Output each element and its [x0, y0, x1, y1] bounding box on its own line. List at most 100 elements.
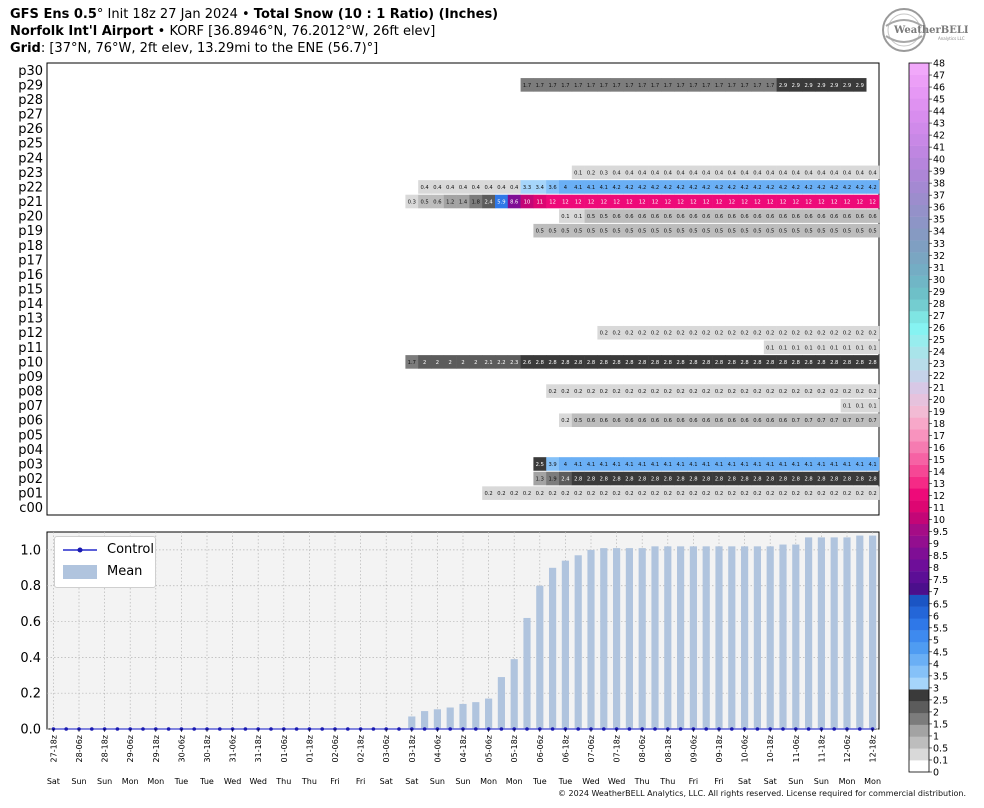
mean-bar	[561, 560, 569, 729]
heatmap-cell	[840, 209, 854, 223]
heatmap-cell	[635, 457, 649, 471]
heatmap-frame	[46, 62, 880, 516]
cell-value: 0.2	[612, 389, 620, 395]
heatmap-cell	[853, 165, 867, 180]
cell-value: 12	[575, 200, 582, 206]
cell-value: 11	[536, 200, 543, 206]
control-line-icon	[63, 547, 97, 552]
heatmap-cell	[827, 78, 841, 92]
day-label: Mon	[864, 777, 881, 786]
heatmap-cell	[648, 384, 662, 398]
mean-bar	[702, 546, 710, 729]
cell-value: 1.7	[548, 83, 556, 89]
heatmap-cell	[456, 355, 470, 369]
heatmap-cell	[853, 384, 867, 398]
heatmap-cell	[687, 384, 701, 398]
colorbar-tick-label: 0.1	[933, 755, 948, 766]
cell-value: 0.2	[843, 389, 851, 395]
colorbar-segment	[909, 452, 929, 465]
cell-value: 0.2	[843, 491, 851, 497]
colorbar-tick-label: 9	[933, 539, 939, 550]
heatmap-cell	[763, 457, 777, 471]
station-info: KORF [36.8946°N, 76.2012°W, 26ft elev]	[169, 24, 436, 39]
heatmap-cell	[546, 78, 560, 92]
heatmap-cell	[699, 209, 713, 223]
heatmap-cell	[559, 194, 573, 209]
cell-value: 0.2	[536, 491, 544, 497]
cell-value: 0.2	[689, 331, 697, 337]
heatmap-cell	[687, 355, 701, 369]
cell-value: 4.2	[804, 185, 812, 191]
heatmap-cell	[763, 384, 777, 398]
heatmap-cell	[635, 194, 649, 209]
cell-value: 4.1	[856, 462, 864, 468]
cell-value: 0.6	[817, 214, 825, 220]
cell-value: 0.6	[676, 418, 684, 424]
heatmap-cell	[699, 457, 713, 471]
member-label: p12	[18, 326, 43, 341]
heatmap-cell	[687, 209, 701, 223]
cell-value: 0.5	[766, 229, 774, 235]
heatmap-cell	[584, 355, 598, 369]
cell-value: 0.6	[689, 418, 697, 424]
cell-value: 0.5	[843, 229, 851, 235]
cell-value: 2.8	[856, 360, 864, 366]
heatmap-cell	[571, 194, 585, 209]
grid-line: Grid: [37°N, 76°W, 2ft elev, 13.29mi to …	[10, 41, 379, 56]
cell-value: 4.2	[868, 185, 876, 191]
heatmap-cell	[776, 78, 790, 92]
cell-value: 12	[831, 200, 838, 206]
heatmap-cell	[866, 180, 880, 194]
cell-value: 2.8	[817, 360, 825, 366]
cell-value: 0.2	[792, 491, 800, 497]
heatmap-cell	[776, 384, 790, 398]
cell-value: 0.2	[612, 491, 620, 497]
cell-value: 0.2	[664, 491, 672, 497]
colorbar-segment	[909, 86, 929, 99]
cell-value: 1.7	[740, 83, 748, 89]
heatmap-cell	[789, 457, 803, 471]
heatmap-cell	[827, 486, 841, 500]
colorbar-tick-label: 15	[933, 455, 945, 466]
colorbar-tick-label: 40	[933, 155, 945, 166]
time-axis: 27-18z Sat 28-06z Sun 28-18z Sun 29-06z Mon 29-1…	[47, 729, 881, 786]
cell-value: 0.1	[830, 345, 838, 351]
cell-value: 4.2	[638, 185, 646, 191]
cell-value: 0.7	[843, 418, 851, 424]
heatmap-cell	[840, 398, 854, 413]
y-tick-label: 0.0	[20, 723, 41, 738]
colorbar-segment	[909, 393, 929, 406]
cell-value: 2.2	[497, 360, 505, 366]
member-label: p18	[18, 239, 43, 254]
control-point	[576, 727, 580, 731]
cell-value: 0.1	[792, 345, 800, 351]
heatmap-cell	[469, 355, 483, 369]
x-tick-label: 10-06z	[741, 735, 750, 762]
heatmap-cell	[853, 355, 867, 369]
cell-value: 0.2	[561, 389, 569, 395]
mean-bar	[741, 546, 749, 729]
mean-bar	[600, 548, 608, 729]
cell-value: 2.8	[676, 360, 684, 366]
heatmap-cell	[699, 486, 713, 500]
mean-bar	[625, 548, 633, 729]
cell-value: 0.6	[766, 214, 774, 220]
heatmap-cell	[571, 457, 585, 471]
cell-value: 4.2	[830, 185, 838, 191]
heatmap-cell	[546, 355, 560, 369]
heatmap-cell	[751, 209, 765, 223]
cell-value: 12	[741, 200, 748, 206]
day-label: Sun	[97, 777, 112, 786]
colorbar-tick-label: 34	[933, 227, 945, 238]
colorbar-segment	[909, 216, 929, 229]
control-point	[422, 727, 427, 731]
heatmap-cell	[431, 194, 445, 209]
cell-value: 0.1	[574, 170, 582, 176]
cell-value: 0.2	[804, 389, 812, 395]
heatmap-cell	[674, 457, 688, 471]
heatmap-cell	[827, 355, 841, 369]
cell-value: 0.2	[510, 491, 518, 497]
control-point	[166, 727, 171, 731]
heatmap-cell	[776, 165, 790, 180]
heatmap-cell	[866, 194, 880, 209]
